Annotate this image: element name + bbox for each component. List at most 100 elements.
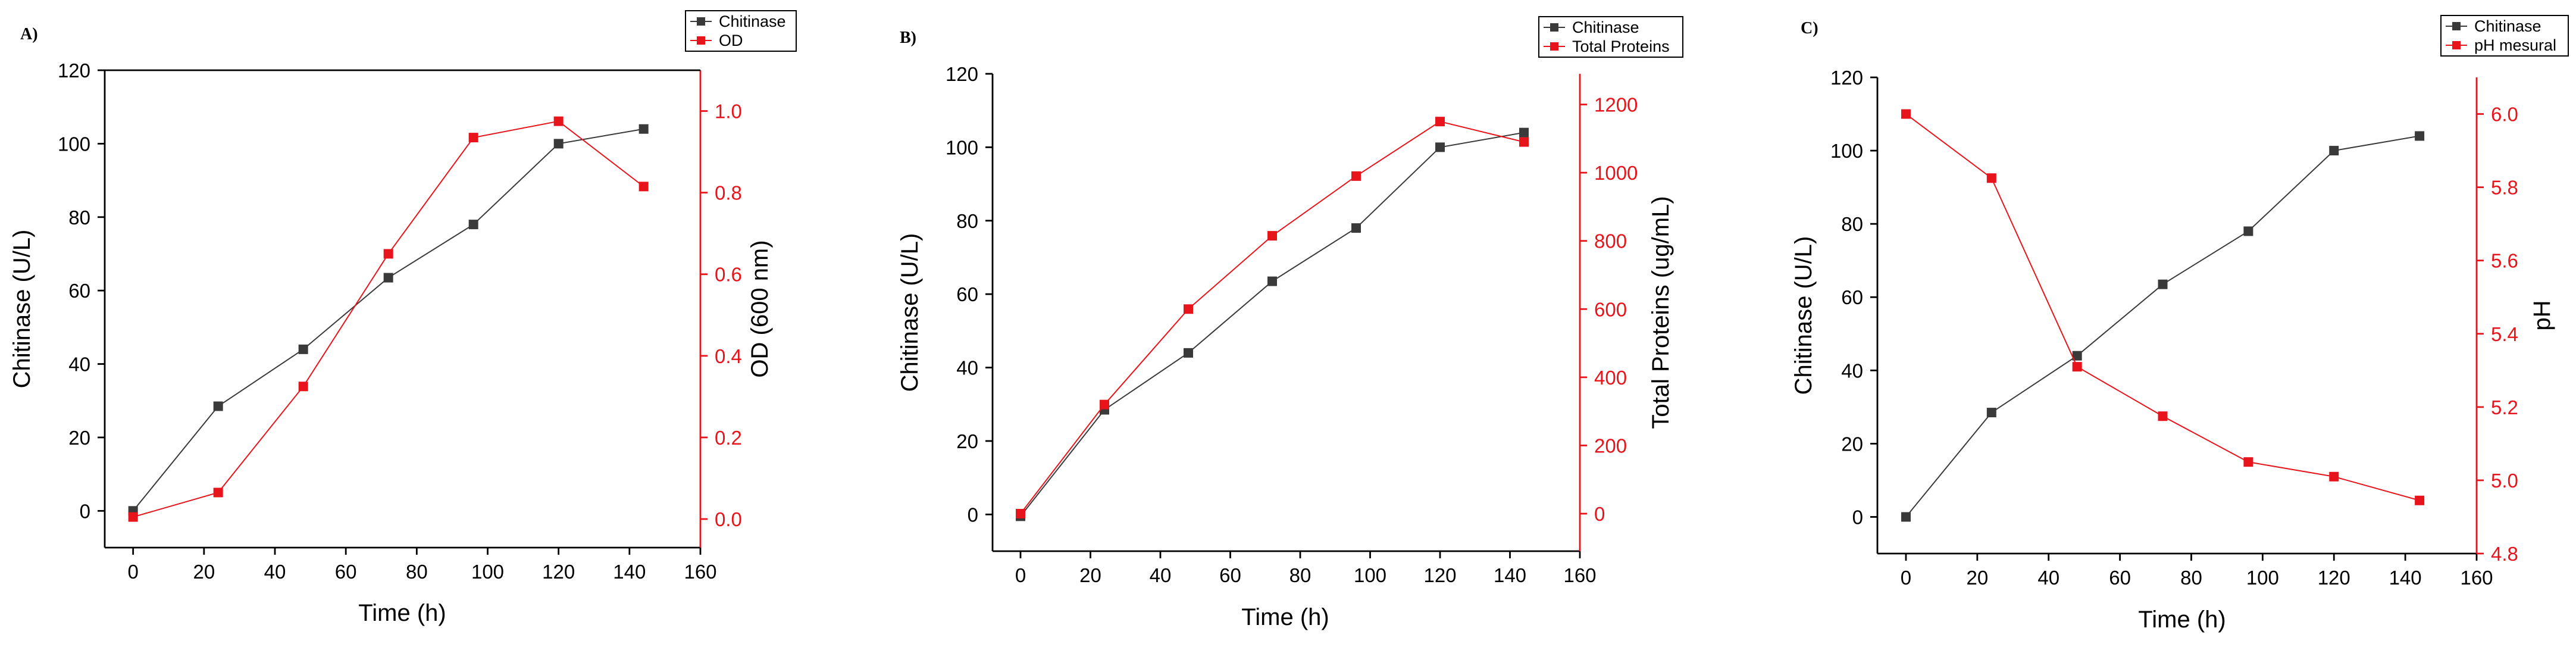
y-tick-label: 60	[956, 283, 978, 305]
x-axis-title: Time (h)	[358, 600, 446, 626]
y-tick-label: 80	[956, 210, 978, 232]
series-chitinase	[1901, 131, 2425, 522]
legend-box	[2440, 15, 2569, 57]
series-line	[1905, 113, 2420, 501]
y2-tick-label: 200	[1594, 435, 1627, 457]
data-point	[128, 512, 138, 522]
data-point	[638, 182, 649, 192]
y2-tick-label: 5.6	[2491, 250, 2518, 272]
y-tick-label: 100	[1830, 140, 1863, 162]
legend-label: pH mesural	[2474, 36, 2556, 54]
x-tick-label: 140	[2389, 567, 2422, 589]
x-axis-title: Time (h)	[1241, 604, 1329, 630]
x-tick-label: 40	[2037, 567, 2059, 589]
y-tick-label: 120	[58, 60, 90, 82]
data-point	[213, 487, 223, 498]
data-point	[1901, 512, 1911, 522]
data-point	[2072, 351, 2082, 361]
y2-tick-label: 1200	[1594, 94, 1638, 116]
y-tick-label: 40	[1841, 360, 1863, 382]
data-point	[2243, 226, 2253, 236]
legend-swatch-marker	[697, 36, 705, 45]
y2-tick-label: 0.4	[715, 345, 742, 367]
chart-panel-c: C) 0 20 40 60 80 100 120 140 160 0 20 40 60 80 100 120 4.…	[1791, 15, 2569, 633]
data-point	[2415, 131, 2425, 141]
y-tick-label: 100	[946, 136, 978, 158]
legend-swatch-marker	[2452, 22, 2461, 30]
y-tick-label: 80	[68, 207, 90, 229]
data-point	[468, 133, 478, 143]
data-point	[1351, 171, 1361, 181]
data-point	[1519, 137, 1529, 147]
data-point	[383, 273, 393, 283]
data-point	[553, 139, 564, 149]
series-line	[1020, 121, 1525, 514]
x-tick-label: 80	[2180, 567, 2202, 589]
x-axis-title: Time (h)	[2138, 607, 2226, 633]
x-tick-label: 80	[1289, 564, 1312, 586]
x-tick-label: 120	[542, 561, 575, 583]
legend-swatch-marker	[1550, 23, 1558, 32]
panel-label: A)	[20, 25, 38, 43]
series-line	[133, 120, 644, 518]
y-tick-label: 60	[1841, 286, 1863, 308]
y2-tick-label: 6.0	[2491, 104, 2518, 126]
legend-label: Chitinase	[719, 12, 786, 30]
x-tick-label: 160	[684, 561, 716, 583]
x-tick-label: 20	[1079, 564, 1101, 586]
data-point	[2158, 411, 2168, 421]
data-point	[2243, 457, 2253, 467]
y2-axis-title: pH	[2529, 300, 2555, 330]
x-tick-label: 160	[1563, 564, 1596, 586]
x-tick-label: 60	[1219, 564, 1241, 586]
y-tick-label: 20	[68, 427, 90, 449]
data-point	[298, 344, 308, 354]
y2-tick-label: 0.6	[715, 264, 742, 286]
y2-tick-label: 400	[1594, 367, 1627, 389]
y-tick-label: 100	[58, 133, 90, 155]
x-tick-label: 60	[335, 561, 357, 583]
series-ph-mesural	[1901, 109, 2425, 505]
data-point	[1100, 399, 1109, 410]
y-axis-title: Chitinase (U/L)	[897, 233, 923, 392]
y-tick-label: 0	[1852, 506, 1863, 528]
x-tick-label: 140	[1494, 564, 1526, 586]
data-point	[213, 401, 223, 411]
y2-tick-label: 800	[1594, 230, 1627, 252]
y2-tick-label: 1.0	[715, 101, 742, 123]
legend-swatch-marker	[1550, 42, 1558, 51]
y-tick-label: 60	[68, 280, 90, 302]
chart-panel-a: A) 0 20 40 60 80 100 120 140 160 0 20 40 60 80 100 120 0.…	[9, 10, 797, 626]
x-tick-label: 80	[406, 561, 428, 583]
legend: Chitinase OD	[685, 10, 797, 52]
y-axis-title: Chitinase (U/L)	[1791, 236, 1817, 395]
data-point	[638, 124, 649, 134]
y2-tick-label: 5.0	[2491, 470, 2518, 492]
y2-axis-title: Total Proteins (ug/mL)	[1648, 196, 1674, 429]
series-chitinase	[1016, 127, 1529, 521]
legend-label: Chitinase	[1572, 18, 1639, 36]
x-tick-label: 120	[1423, 564, 1456, 586]
x-tick-label: 60	[2109, 567, 2131, 589]
series-line	[1020, 132, 1525, 517]
data-point	[1184, 348, 1193, 358]
data-point	[1986, 408, 1996, 418]
legend-swatch-marker	[2452, 41, 2461, 49]
data-point	[1986, 173, 1996, 183]
x-tick-label: 40	[1150, 564, 1172, 586]
y-axis-title: Chitinase (U/L)	[9, 230, 35, 389]
y2-tick-label: 0.0	[715, 508, 742, 530]
x-tick-label: 100	[2246, 567, 2279, 589]
legend-swatch-marker	[697, 17, 705, 26]
data-point	[1519, 127, 1529, 137]
legend-label: OD	[719, 32, 743, 49]
data-point	[1016, 508, 1025, 518]
data-point	[1901, 109, 1911, 119]
y2-tick-label: 4.8	[2491, 543, 2518, 565]
data-point	[1267, 231, 1277, 241]
y2-tick-label: 0.2	[715, 427, 742, 449]
series-line	[132, 128, 644, 511]
series-od	[128, 116, 649, 522]
